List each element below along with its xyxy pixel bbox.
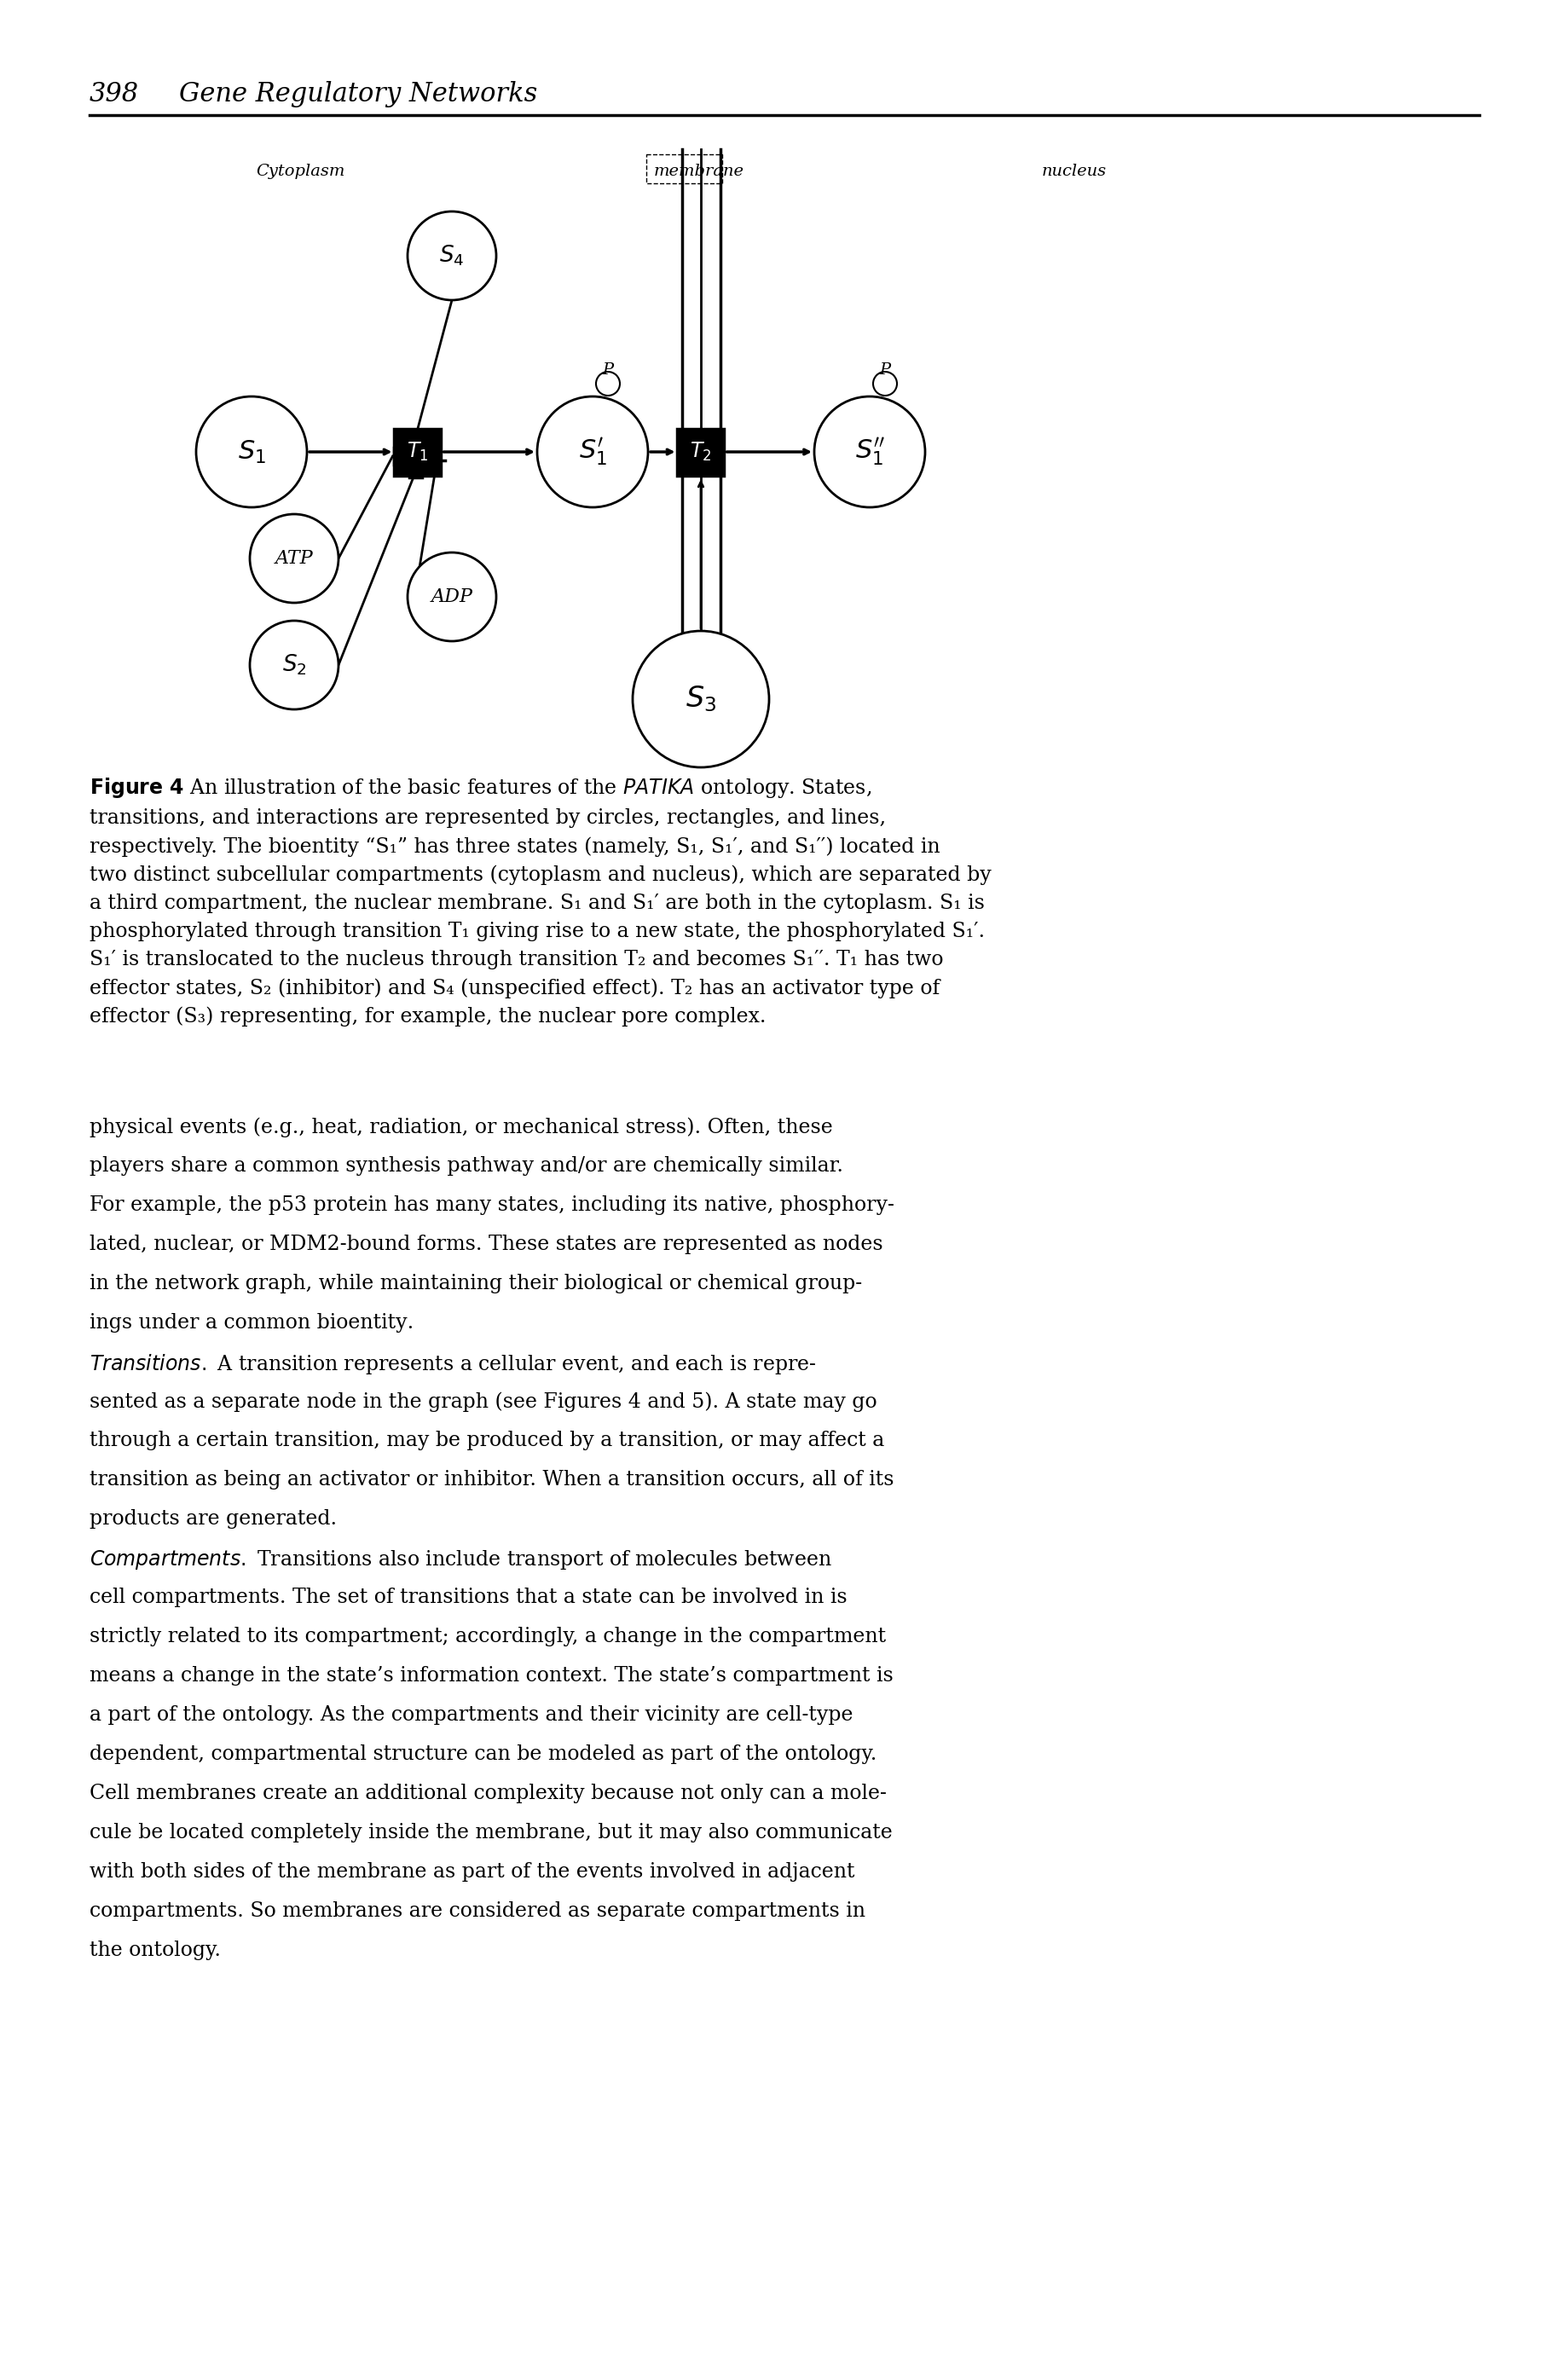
Circle shape — [408, 554, 495, 641]
Text: physical events (e.g., heat, radiation, or mechanical stress). Often, these: physical events (e.g., heat, radiation, … — [89, 1117, 833, 1138]
FancyBboxPatch shape — [677, 428, 724, 476]
Circle shape — [408, 211, 495, 300]
Text: strictly related to its compartment; accordingly, a change in the compartment: strictly related to its compartment; acc… — [89, 1628, 886, 1647]
Text: in the network graph, while maintaining their biological or chemical group-: in the network graph, while maintaining … — [89, 1273, 862, 1294]
Circle shape — [814, 397, 925, 506]
Text: P: P — [880, 362, 891, 379]
Text: the ontology.: the ontology. — [89, 1940, 221, 1959]
Text: means a change in the state’s information context. The state’s compartment is: means a change in the state’s informatio… — [89, 1666, 892, 1685]
Text: lated, nuclear, or MDM2-bound forms. These states are represented as nodes: lated, nuclear, or MDM2-bound forms. The… — [89, 1235, 883, 1254]
FancyBboxPatch shape — [394, 428, 441, 476]
Text: $S_1$: $S_1$ — [237, 438, 265, 466]
Text: $S_1''$: $S_1''$ — [855, 435, 884, 468]
FancyBboxPatch shape — [646, 154, 721, 182]
Text: transition as being an activator or inhibitor. When a transition occurs, all of : transition as being an activator or inhi… — [89, 1469, 894, 1491]
Text: ings under a common ​bioentity​.: ings under a common ​bioentity​. — [89, 1313, 414, 1332]
Text: membrane: membrane — [654, 163, 743, 180]
Text: compartments. So membranes are considered as separate compartments in: compartments. So membranes are considere… — [89, 1902, 866, 1921]
Text: $S_3$: $S_3$ — [685, 684, 717, 715]
Text: sented as a separate node in the graph (see Figures 4 and 5). A state may go: sented as a separate node in the graph (… — [89, 1391, 877, 1413]
Text: $T_1$: $T_1$ — [406, 440, 428, 464]
Text: $\bf{Figure\ 4}$ An illustration of the basic features of the $\it{PATIKA}$ onto: $\bf{Figure\ 4}$ An illustration of the … — [89, 776, 991, 1027]
Text: $S_1'$: $S_1'$ — [579, 435, 607, 468]
Text: ATP: ATP — [274, 549, 314, 568]
Text: 398: 398 — [89, 80, 140, 106]
Text: players share a common synthesis pathway and/or are chemically similar.: players share a common synthesis pathway… — [89, 1157, 844, 1176]
Text: ADP: ADP — [431, 587, 472, 606]
Text: a part of the ontology. As the compartments and their vicinity are cell-type: a part of the ontology. As the compartme… — [89, 1706, 853, 1725]
Text: $\it{Transitions.}$ A transition represents a cellular event, and each is repre-: $\it{Transitions.}$ A transition represe… — [89, 1353, 815, 1377]
Circle shape — [596, 371, 619, 395]
Circle shape — [249, 513, 339, 603]
Text: $\it{Compartments.}$ Transitions also include transport of molecules between: $\it{Compartments.}$ Transitions also in… — [89, 1547, 831, 1571]
Circle shape — [196, 397, 307, 506]
Circle shape — [873, 371, 897, 395]
Circle shape — [249, 620, 339, 710]
Text: $S_4$: $S_4$ — [439, 244, 464, 267]
Text: Cell membranes create an additional complexity because not only can a mole-: Cell membranes create an additional comp… — [89, 1784, 886, 1803]
Text: products are generated.: products are generated. — [89, 1510, 337, 1528]
Text: For example, the p53 protein has many ​states​, including its native, phosphory-: For example, the p53 protein has many ​s… — [89, 1195, 894, 1216]
Text: dependent, compartmental structure can be modeled as part of the ontology.: dependent, compartmental structure can b… — [89, 1744, 877, 1765]
Text: cule be located completely inside the membrane, but it may also communicate: cule be located completely inside the me… — [89, 1822, 892, 1843]
Text: with both sides of the membrane as part of the events involved in adjacent: with both sides of the membrane as part … — [89, 1862, 855, 1881]
Text: $S_2$: $S_2$ — [282, 653, 306, 677]
Text: $T_2$: $T_2$ — [690, 440, 712, 464]
Text: Gene Regulatory Networks: Gene Regulatory Networks — [179, 80, 538, 106]
Text: cell compartments. The set of transitions that a state can be involved in is: cell compartments. The set of transition… — [89, 1588, 847, 1607]
Text: nucleus: nucleus — [1041, 163, 1105, 180]
Text: Cytoplasm: Cytoplasm — [256, 163, 345, 180]
Text: P: P — [602, 362, 613, 379]
Circle shape — [632, 632, 768, 767]
Circle shape — [536, 397, 648, 506]
Text: through a certain transition, may be produced by a transition, or may affect a: through a certain transition, may be pro… — [89, 1431, 884, 1450]
